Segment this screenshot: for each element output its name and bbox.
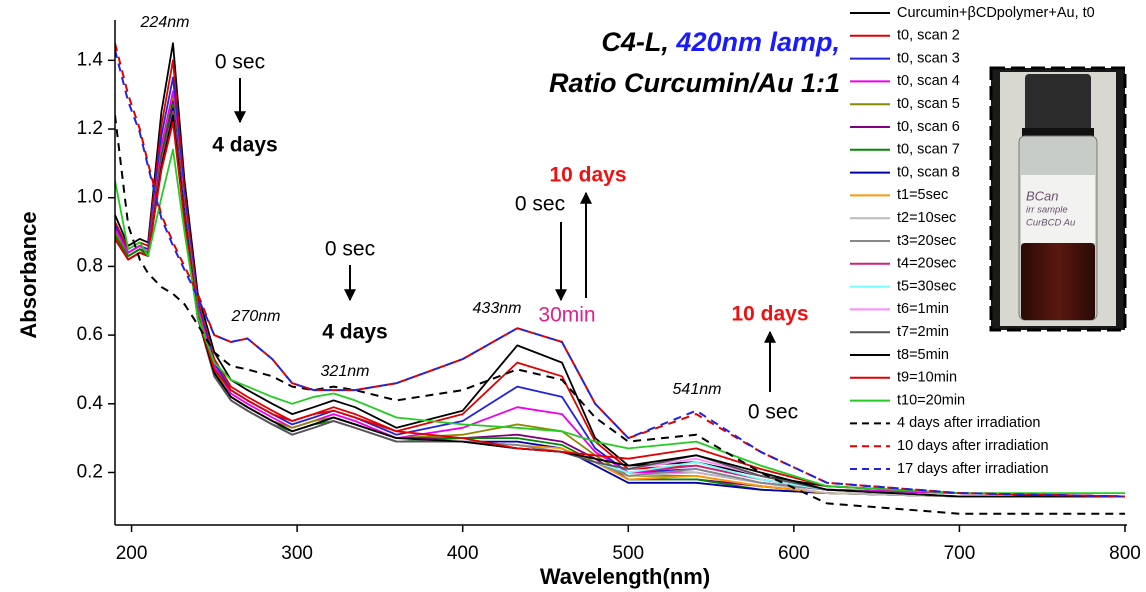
legend-label: t0, scan 2: [897, 28, 960, 44]
y-tick-label: 0.8: [77, 255, 103, 276]
x-axis-label: Wavelength(nm): [540, 564, 710, 589]
annotation: 0 sec: [515, 193, 565, 216]
legend-label: t0, scan 6: [897, 119, 960, 135]
photo-label: BCan: [1026, 188, 1059, 203]
vial-photo: BCan irr sample CurBCD Au: [989, 66, 1127, 332]
annotation: 10 days: [549, 164, 626, 187]
legend-label: t0, scan 7: [897, 142, 960, 158]
y-tick-label: 0.6: [77, 324, 103, 345]
spectrum-line: [115, 114, 1125, 498]
annotation: 224nm: [140, 14, 190, 31]
x-tick-label: 300: [281, 543, 313, 564]
annotation: 321nm: [321, 363, 370, 380]
annotation: 4 days: [212, 134, 277, 157]
legend-label: 17 days after irradiation: [897, 461, 1049, 477]
spectrum-line: [115, 97, 1125, 498]
annotation: 0 sec: [325, 238, 375, 261]
spectrum-line: [115, 76, 1126, 498]
y-axis-label: Absorbance: [16, 211, 41, 338]
x-tick-label: 800: [1109, 543, 1141, 564]
legend-label: 4 days after irradiation: [897, 415, 1040, 431]
title-part: C4-L,: [601, 27, 669, 57]
x-tick-label: 200: [116, 543, 148, 564]
annotation: 433nm: [473, 300, 522, 317]
legend-label: t1=5sec: [897, 187, 948, 203]
annotation: 0 sec: [215, 51, 265, 74]
legend-label: Curcumin+βCDpolymer+Au, t0: [897, 5, 1095, 21]
legend-label: t8=5min: [897, 347, 949, 363]
legend-label: t0, scan 4: [897, 73, 960, 89]
spectrum-line: [115, 148, 1125, 494]
annotation: 30min: [538, 304, 595, 327]
y-tick-label: 0.4: [77, 393, 104, 414]
legend-label: t9=10min: [897, 370, 957, 386]
chart-title: Ratio Curcumin/Au 1:1: [549, 68, 840, 98]
legend-label: t5=30sec: [897, 278, 956, 294]
x-tick-label: 400: [447, 543, 479, 564]
legend-label: t10=20min: [897, 392, 965, 408]
photo-label: CurBCD Au: [1026, 218, 1076, 229]
y-tick-label: 1.2: [77, 118, 103, 139]
spectrum-line: [115, 115, 1125, 515]
legend-label: t0, scan 8: [897, 164, 960, 180]
chart-title: C4-L, 420nm lamp,: [601, 27, 840, 57]
spectrum-line: [115, 42, 1126, 498]
annotation: 541nm: [673, 381, 722, 398]
legend-label: t0, scan 5: [897, 96, 960, 112]
x-tick-label: 600: [778, 543, 810, 564]
y-tick-label: 1.0: [77, 187, 103, 208]
spectrum-line: [115, 121, 1126, 498]
legend-label: t2=10sec: [897, 210, 956, 226]
spectrum-line: [115, 49, 1126, 498]
legend-label: t6=1min: [897, 301, 949, 317]
annotation: 0 sec: [748, 401, 798, 424]
legend-label: t3=20sec: [897, 233, 956, 249]
legend-label: t4=20sec: [897, 256, 956, 272]
x-tick-label: 700: [944, 543, 976, 564]
legend-label: 10 days after irradiation: [897, 438, 1049, 454]
annotation: 270nm: [231, 308, 281, 325]
y-tick-label: 0.2: [77, 461, 103, 482]
photo-label: irr sample: [1026, 205, 1068, 216]
spectrum-line: [115, 42, 1126, 498]
y-tick-label: 1.4: [77, 49, 104, 70]
legend-label: t0, scan 3: [897, 50, 960, 66]
annotation: 4 days: [322, 321, 387, 344]
title-part: 420nm lamp,: [675, 27, 840, 57]
x-tick-label: 500: [612, 543, 644, 564]
annotation: 10 days: [731, 303, 808, 326]
legend-label: t7=2min: [897, 324, 949, 340]
